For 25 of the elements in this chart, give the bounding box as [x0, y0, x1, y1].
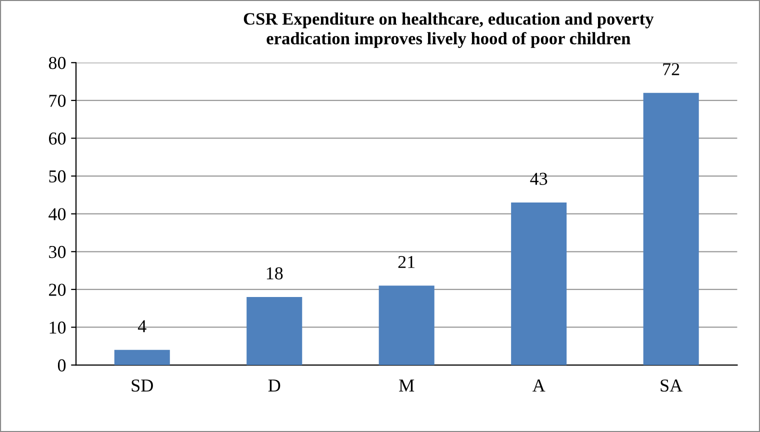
y-tick-label: 10 [50, 321, 66, 334]
x-tick-label: M [399, 380, 414, 392]
y-tick-label: 60 [49, 132, 66, 145]
bar [378, 286, 434, 366]
data-label: 43 [530, 172, 548, 185]
y-tick-label: 20 [49, 284, 66, 296]
data-label: 18 [266, 267, 283, 280]
bar [511, 202, 567, 366]
x-tick-label: A [532, 380, 546, 392]
x-tick-label: D [268, 380, 280, 392]
chart-title: CSR Expenditure on healthcare, education and poverty eradication improves lively hood of poor children [244, 12, 654, 48]
y-tick-label: 50 [49, 170, 66, 182]
y-tick-label: 80 [48, 56, 66, 70]
data-label: 72 [663, 63, 680, 76]
bar [643, 92, 699, 366]
x-tick-label: SA [660, 380, 682, 392]
y-tick-label: 40 [48, 208, 66, 220]
y-tick-label: 0 [58, 359, 66, 372]
bar [114, 350, 170, 366]
data-label: 4 [138, 320, 146, 332]
x-tick-label: SD [132, 380, 153, 392]
bar [246, 297, 302, 366]
data-label: 21 [398, 256, 415, 268]
y-tick-label: 30 [49, 246, 66, 258]
y-tick-label: 70 [49, 94, 66, 107]
